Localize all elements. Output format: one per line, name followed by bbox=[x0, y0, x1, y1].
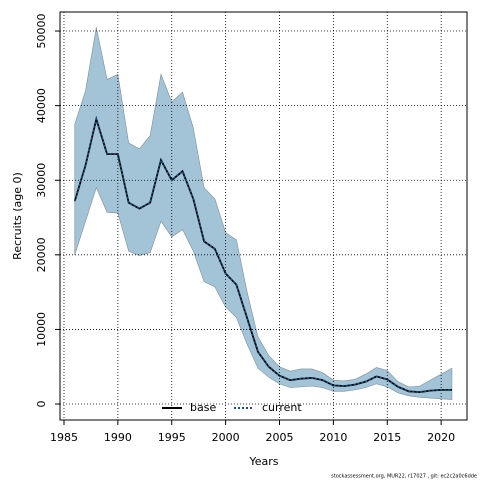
y-tick-label: 0 bbox=[35, 401, 48, 408]
y-tick-label: 20000 bbox=[35, 237, 48, 272]
confidence-band bbox=[74, 27, 453, 400]
x-tick-label: 2000 bbox=[212, 431, 240, 444]
y-tick-label: 30000 bbox=[35, 163, 48, 198]
x-tick-label: 1990 bbox=[104, 431, 132, 444]
x-axis-label: Years bbox=[248, 455, 278, 468]
y-tick-label: 50000 bbox=[35, 14, 48, 49]
x-tick-label: 2005 bbox=[266, 431, 294, 444]
footnote: stockassessment.org, MUR22, r17027 , git… bbox=[331, 474, 477, 480]
y-tick-label: 40000 bbox=[35, 88, 48, 123]
x-tick-label: 1985 bbox=[50, 431, 78, 444]
plot-frame bbox=[59, 11, 468, 421]
legend-label: base bbox=[190, 401, 216, 414]
x-tick-label: 2010 bbox=[319, 431, 347, 444]
x-tick-label: 1995 bbox=[158, 431, 186, 444]
x-tick-label: 2020 bbox=[427, 431, 455, 444]
x-tick-label: 2015 bbox=[373, 431, 401, 444]
series-line bbox=[73, 115, 452, 394]
y-tick-label: 10000 bbox=[35, 312, 48, 347]
legend-label: current bbox=[262, 401, 302, 414]
y-axis-label: Recruits (age 0) bbox=[11, 172, 24, 260]
